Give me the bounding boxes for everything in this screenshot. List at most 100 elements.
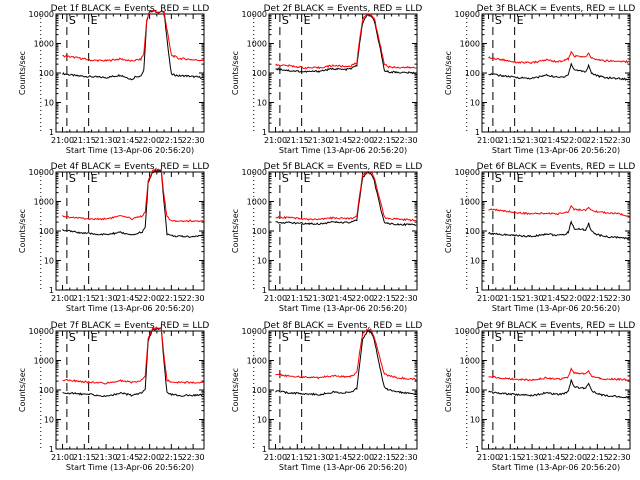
y-tick-label: 10000 [455, 327, 480, 336]
x-tick-label: 21:30 [308, 294, 331, 303]
y-axis-label: Counts/sec [231, 368, 240, 412]
x-axis-label: Start Time (13-Apr-06 20:56:20) [279, 304, 407, 313]
x-axis-label: Start Time (13-Apr-06 20:56:20) [492, 463, 620, 472]
x-tick-label: 21:15 [73, 294, 96, 303]
marker-end-label: E [304, 331, 311, 344]
series-line-lld [62, 168, 204, 223]
x-tick-label: 22:30 [395, 136, 418, 145]
series-line-events [488, 62, 630, 81]
panel-det-6: Det 6f BLACK = Events, RED = LLD 1 10 100 10… [444, 162, 635, 313]
x-tick-label: 21:45 [329, 136, 352, 145]
y-tick-label: 1000 [34, 40, 54, 49]
y-tick-label: 10000 [455, 10, 480, 19]
series-line-events [62, 168, 204, 238]
y-tick-label: 1 [49, 128, 54, 137]
x-tick-label: 21:15 [286, 136, 309, 145]
plot-frame [481, 13, 631, 133]
y-tick-label: 100 [39, 227, 54, 236]
y-tick-label: 10 [470, 416, 480, 425]
y-tick-label: 1 [475, 445, 480, 454]
series-line-lld [488, 50, 630, 65]
x-tick-label: 22:30 [395, 294, 418, 303]
x-tick-label: 22:00 [138, 136, 161, 145]
x-tick-label: 22:15 [160, 294, 183, 303]
marker-start-label: S [282, 331, 289, 344]
x-tick-label: 21:15 [286, 453, 309, 462]
marker-end-label: E [91, 172, 98, 185]
x-tick-label: 21:30 [95, 136, 118, 145]
y-tick-label: 1000 [247, 40, 267, 49]
x-tick-label: 21:00 [51, 453, 74, 462]
x-tick-label: 21:00 [477, 294, 500, 303]
y-tick-label: 10000 [242, 327, 267, 336]
x-tick-label: 22:30 [182, 453, 205, 462]
x-axis-label: Start Time (13-Apr-06 20:56:20) [492, 304, 620, 313]
y-tick-label: 1000 [460, 198, 480, 207]
x-tick-label: 22:00 [564, 294, 587, 303]
plot-frame [55, 171, 205, 291]
y-tick-label: 10000 [29, 10, 54, 19]
x-tick-label: 22:15 [373, 294, 396, 303]
x-axis-label: Start Time (13-Apr-06 20:56:20) [492, 146, 620, 155]
series-line-lld [488, 367, 630, 382]
panel-title: Det 3f BLACK = Events, RED = LLD [477, 4, 636, 14]
x-tick-label: 22:15 [373, 453, 396, 462]
y-tick-label: 1 [49, 286, 54, 295]
x-tick-label: 21:30 [308, 453, 331, 462]
x-tick-label: 21:45 [116, 453, 139, 462]
y-tick-label: 10000 [455, 168, 480, 177]
y-axis-label: Counts/sec [18, 51, 27, 95]
series-line-events [62, 327, 204, 397]
panel-title: Det 8f BLACK = Events, RED = LLD [264, 321, 423, 331]
y-tick-label: 10 [257, 257, 267, 266]
marker-end-label: E [517, 172, 524, 185]
y-tick-label: 10 [44, 99, 54, 108]
y-tick-label: 10 [470, 257, 480, 266]
x-tick-label: 22:00 [138, 453, 161, 462]
marker-start-label: S [495, 331, 502, 344]
panel-title: Det 4f BLACK = Events, RED = LLD [51, 162, 210, 172]
x-axis-label: Start Time (13-Apr-06 20:56:20) [279, 146, 407, 155]
y-tick-label: 1 [262, 445, 267, 454]
x-tick-label: 21:15 [73, 136, 96, 145]
x-tick-label: 22:00 [564, 136, 587, 145]
panel-det-8: Det 8f BLACK = Events, RED = LLD 1 10 100 10… [231, 321, 422, 472]
x-tick-label: 21:15 [286, 294, 309, 303]
x-tick-label: 21:00 [51, 136, 74, 145]
marker-end-label: E [517, 331, 524, 344]
y-tick-label: 1 [49, 445, 54, 454]
x-tick-label: 21:00 [51, 294, 74, 303]
x-tick-label: 22:15 [586, 453, 609, 462]
y-tick-label: 10 [44, 257, 54, 266]
marker-start-label: S [282, 14, 289, 27]
panel-title: Det 9f BLACK = Events, RED = LLD [477, 321, 636, 331]
x-tick-label: 22:15 [160, 136, 183, 145]
series-line-lld [275, 13, 417, 70]
marker-end-label: E [304, 172, 311, 185]
marker-end-label: E [304, 14, 311, 27]
series-line-lld [62, 9, 204, 63]
y-tick-label: 1000 [34, 198, 54, 207]
y-tick-label: 100 [39, 386, 54, 395]
series-line-lld [62, 326, 204, 385]
plot-frame [55, 13, 205, 133]
y-axis-label: Counts/sec [444, 209, 453, 253]
panel-title: Det 1f BLACK = Events, RED = LLD [51, 4, 210, 14]
x-tick-label: 22:30 [395, 453, 418, 462]
x-tick-label: 21:15 [499, 453, 522, 462]
y-tick-label: 1 [475, 128, 480, 137]
y-tick-label: 100 [39, 69, 54, 78]
y-tick-label: 10 [257, 416, 267, 425]
plot-frame [268, 330, 418, 450]
x-tick-label: 21:00 [264, 294, 287, 303]
marker-start-label: S [69, 14, 76, 27]
series-line-events [488, 378, 630, 399]
x-tick-label: 21:45 [542, 294, 565, 303]
series-line-events [275, 171, 417, 227]
x-tick-label: 22:30 [608, 453, 631, 462]
marker-start-label: S [69, 172, 76, 185]
x-tick-label: 21:45 [329, 453, 352, 462]
x-tick-label: 21:45 [542, 453, 565, 462]
x-tick-label: 22:00 [138, 294, 161, 303]
